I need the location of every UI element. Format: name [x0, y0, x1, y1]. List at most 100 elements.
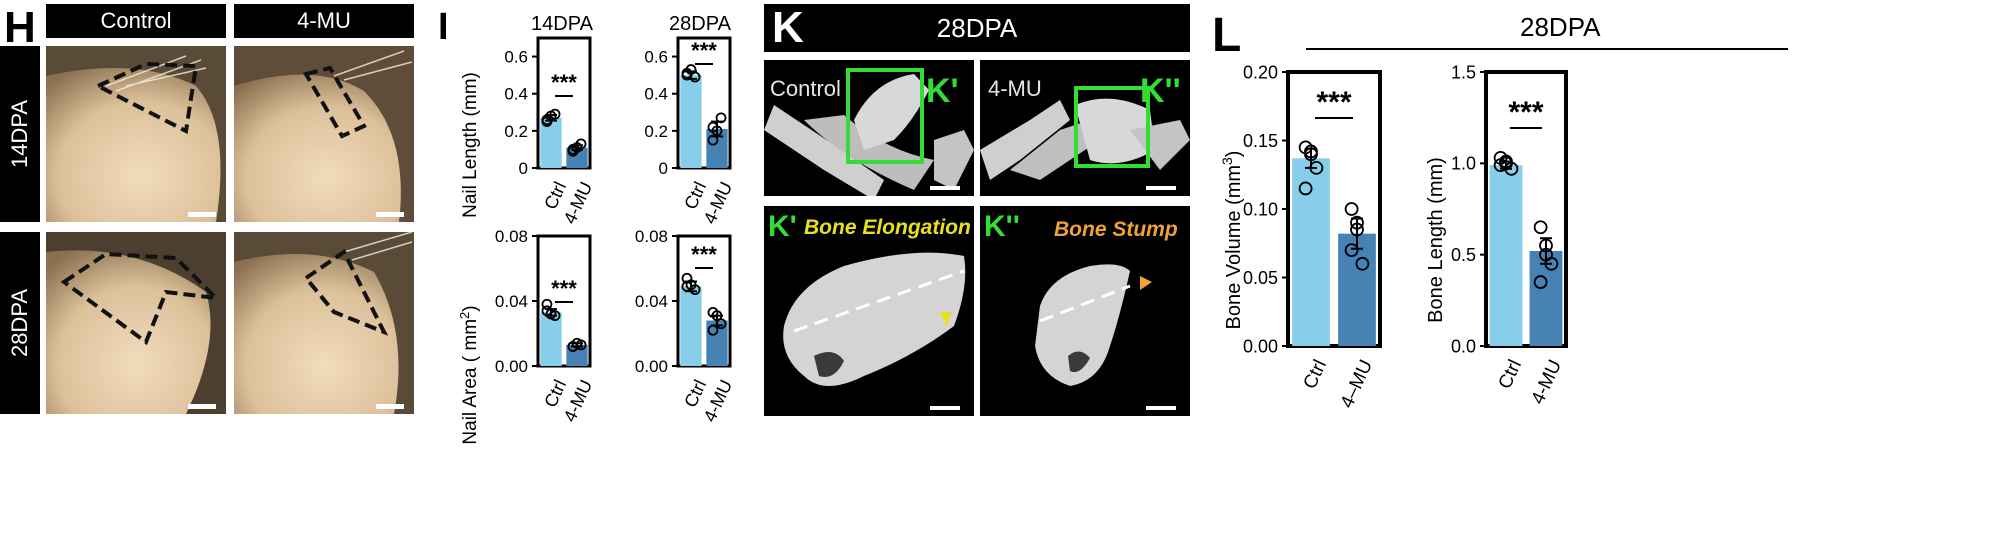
data-point	[707, 134, 719, 146]
y-tick-label: 0.04	[495, 292, 528, 311]
panel-l-charts: Bone Volume (mm3) Bone Length (mm) 0.000…	[1219, 62, 1568, 412]
data-point	[549, 108, 561, 120]
photo-4mu-28dpa	[234, 232, 414, 414]
y-tick-label: 0.6	[504, 48, 528, 67]
y-tick-label: 0.0	[1451, 336, 1476, 356]
data-point	[715, 318, 727, 330]
data-point	[681, 69, 693, 81]
note-bone-stump: Bone Stump	[1054, 218, 1178, 241]
significance-stars: ***	[551, 276, 577, 301]
bar-4-MU	[566, 147, 588, 168]
data-point	[1539, 247, 1553, 262]
bar-4-MU	[706, 129, 728, 168]
ct-tag-k-double-prime: K''	[1140, 72, 1181, 110]
data-point	[567, 341, 579, 352]
panel-i-charts: 14DPA 28DPA Nail Length (mm) Nail Area (…	[457, 13, 736, 445]
y-tick-label: 0.04	[635, 292, 668, 311]
panel-l-title: 28DPA	[1520, 12, 1601, 42]
bar-Ctrl	[540, 117, 562, 168]
data-point	[1499, 154, 1513, 169]
y-tick-label: 0.4	[644, 85, 668, 104]
plot-frame	[536, 36, 592, 170]
x-tick-label: Ctrl	[1495, 357, 1527, 393]
row-header-14dpa: 14DPA	[0, 46, 40, 222]
panel-letter-h: H	[4, 3, 36, 52]
title-14dpa: 14DPA	[531, 13, 594, 35]
x-tick-label: Ctrl	[1300, 357, 1332, 393]
data-point	[541, 298, 553, 310]
ylabel-bone-volume: Bone Volume (mm3)	[1219, 151, 1245, 330]
bar-Ctrl	[1489, 165, 1523, 346]
y-tick-label: 0.05	[1243, 268, 1278, 288]
y-tick-label: 0.10	[1243, 199, 1278, 219]
chart-bone-volume: 0.00 0.05 0.10 0.15 0.20 Ctrl 4–MU ***	[1243, 62, 1382, 412]
y-tick-label: 0.5	[1451, 245, 1476, 265]
title-28dpa: 28DPA	[669, 13, 732, 35]
bar-Ctrl	[680, 286, 702, 366]
data-point	[1350, 215, 1364, 230]
ct-tag-k-prime-zoom: K'	[768, 210, 797, 243]
panel-letter-k: K	[772, 3, 804, 52]
data-point	[541, 116, 553, 127]
y-tick-label: 0.00	[1243, 336, 1278, 356]
ct-4mu-zoom: K'' Bone Stump	[980, 206, 1190, 416]
data-point	[567, 144, 579, 155]
significance-stars: ***	[1316, 86, 1351, 119]
significance-stars: ***	[1508, 96, 1543, 129]
data-point	[575, 138, 587, 150]
y-tick-label: 0.20	[1243, 62, 1278, 82]
y-tick-label: 0.08	[495, 227, 528, 246]
y-tick-label: 0.08	[635, 227, 668, 246]
panel-letter-i: I	[438, 6, 449, 48]
y-tick-label: 0.2	[644, 122, 668, 141]
y-tick-label: 0.15	[1243, 131, 1278, 151]
bar-Ctrl	[540, 312, 562, 366]
ct-label-4mu: 4-MU	[988, 76, 1042, 101]
photo-control-28dpa	[46, 232, 226, 414]
data-point	[1304, 144, 1318, 159]
ct-control-zoom: K' Bone Elongation	[764, 206, 974, 416]
data-point	[549, 310, 561, 322]
ylabel-nail-area: Nail Area ( mm2)	[457, 305, 481, 444]
data-point	[1344, 202, 1359, 216]
y-tick-label: 0	[519, 159, 528, 178]
y-tick-label: 0.4	[504, 85, 528, 104]
y-tick-label: 1.0	[1451, 154, 1476, 174]
data-point	[1350, 222, 1364, 237]
ct-label-control: Control	[770, 76, 841, 101]
panel-k-header: K 28DPA	[764, 3, 1190, 52]
data-point	[1533, 275, 1548, 289]
panel-l-title-rule	[1306, 48, 1788, 50]
significance-stars: ***	[691, 38, 717, 63]
plot-frame	[1484, 70, 1568, 348]
bar-Ctrl	[680, 75, 702, 168]
data-point	[707, 306, 719, 318]
photo-control-14dpa	[46, 46, 226, 222]
photo-4mu-14dpa	[234, 46, 414, 222]
ct-4mu-overview: 4-MU K''	[980, 60, 1190, 196]
data-point	[681, 280, 693, 292]
x-tick-label: 4–MU	[1337, 357, 1377, 412]
data-point	[1355, 256, 1370, 271]
significance-stars: ***	[691, 242, 717, 267]
row-header-28dpa: 28DPA	[0, 232, 40, 414]
y-tick-label: 0.00	[635, 357, 668, 376]
ct-tag-k-prime: K'	[926, 72, 959, 110]
y-tick-label: 0.00	[495, 357, 528, 376]
panel-k-title: 28DPA	[936, 12, 1018, 43]
y-tick-label: 0.2	[504, 122, 528, 141]
ct-tag-k-double-prime-zoom: K''	[984, 210, 1020, 243]
y-tick-label: 1.5	[1451, 62, 1476, 82]
plot-frame	[676, 36, 732, 170]
data-point	[1539, 238, 1553, 253]
column-header-4mu: 4-MU	[234, 4, 414, 38]
significance-stars: ***	[551, 70, 577, 95]
y-tick-label: 0	[659, 159, 668, 178]
note-bone-elongation: Bone Elongation	[804, 216, 971, 239]
data-point	[707, 121, 719, 133]
ylabel-nail-length: Nail Length (mm)	[460, 72, 481, 218]
